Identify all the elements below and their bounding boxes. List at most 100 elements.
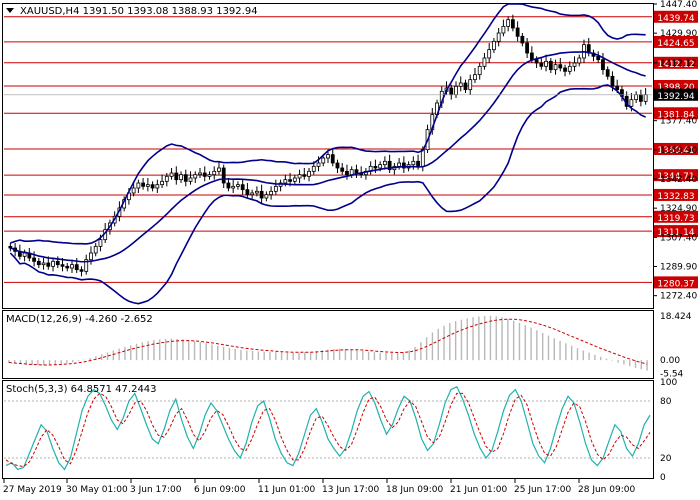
bollinger-upper-band	[10, 3, 646, 245]
candle-body	[264, 194, 269, 199]
candle-body	[548, 60, 553, 71]
candle-body	[534, 59, 539, 64]
axis-layer: 1439.74 1424.65 1412.12 1398.20 1381.84 1360.…	[3, 0, 698, 495]
candle-body	[397, 162, 402, 167]
candle-body	[188, 177, 193, 182]
y-tick-label: 1377.40	[660, 117, 697, 127]
candle-body	[529, 52, 534, 61]
candle-body	[610, 75, 615, 87]
stoch-tick-label: 80	[660, 397, 672, 407]
candle-body	[221, 167, 226, 184]
candle-body	[269, 190, 274, 196]
level-label: 1360.41	[657, 146, 694, 156]
candle-body	[84, 259, 89, 272]
candle-body	[458, 82, 463, 87]
candle-body	[160, 180, 164, 186]
candle-body	[349, 169, 354, 176]
candle-body	[169, 172, 174, 177]
y-tick-label: 1412.12	[660, 59, 697, 69]
candle-body	[283, 179, 288, 184]
y-tick-label: 1272.40	[660, 292, 697, 302]
candle-body	[401, 162, 406, 169]
candle-body	[411, 160, 416, 166]
stoch-tick-label: 0	[660, 473, 666, 483]
candle-body	[416, 160, 420, 167]
candle-body	[477, 65, 482, 76]
candle-body	[577, 57, 582, 64]
dropdown-triangle-icon[interactable]	[6, 8, 14, 13]
level-label-bg	[654, 142, 698, 155]
bollinger-lower-band	[9, 84, 646, 305]
x-tick-label: 28 Jun 09:00	[578, 485, 635, 495]
level-label: 1280.37	[657, 279, 694, 289]
bollinger-middle-band	[10, 51, 646, 263]
candle-body	[155, 184, 160, 189]
macd-signal-line	[8, 318, 648, 366]
candle-body	[420, 149, 425, 167]
y-tick-label: 1447.40	[660, 0, 697, 10]
level-label: 1412.12	[657, 60, 694, 70]
candle-body	[454, 85, 458, 96]
candle-body	[207, 174, 212, 177]
candle-body	[164, 175, 169, 182]
level-label: 1424.65	[657, 39, 694, 49]
candle-body	[563, 67, 567, 72]
candle-body	[55, 260, 60, 266]
candle-body	[373, 165, 378, 169]
candle-body	[98, 239, 103, 247]
candle-body	[506, 19, 511, 27]
candle-body	[340, 167, 345, 172]
stoch-main-line	[5, 385, 651, 471]
macd-tick-label: 0.00	[660, 356, 680, 366]
level-label-bg	[654, 210, 698, 223]
candle-body	[596, 55, 601, 61]
candle-body	[473, 74, 477, 81]
candle-body	[615, 85, 620, 91]
x-tick-label: 25 Jun 17:00	[514, 485, 571, 495]
stoch-tick-label: 100	[660, 378, 677, 388]
candle-body	[382, 160, 387, 166]
candle-body	[65, 265, 70, 269]
candle-body	[22, 252, 27, 257]
candle-body	[240, 184, 245, 191]
level-label-bg	[654, 276, 698, 289]
candle-body	[515, 27, 520, 37]
candle-body	[501, 25, 506, 34]
candle-body	[145, 184, 150, 187]
level-label-bg	[654, 225, 698, 238]
candle-body	[643, 94, 648, 102]
candle-body	[150, 184, 155, 189]
y-tick-label: 1359.90	[660, 146, 697, 156]
candle-body	[330, 154, 335, 164]
level-label: 1319.73	[657, 214, 694, 224]
level-label-bg	[654, 107, 698, 120]
current-price-label-bg	[654, 88, 698, 101]
stoch-layer	[4, 385, 652, 471]
x-tick-label: 30 May 01:00	[66, 485, 128, 495]
candle-body	[202, 172, 207, 177]
candle-body	[245, 189, 250, 196]
candle-body	[60, 264, 65, 267]
macd-tick-label: -5.54	[660, 369, 684, 379]
candle-body	[525, 42, 530, 54]
candle-body	[629, 99, 634, 107]
y-tick-label: 1429.90	[660, 29, 697, 39]
y-tick-label: 1342.40	[660, 175, 697, 185]
candle-body	[136, 182, 141, 189]
x-tick-label: 18 Jun 09:00	[386, 485, 443, 495]
candle-body	[131, 187, 136, 194]
candle-body	[605, 69, 610, 77]
candle-body	[634, 94, 639, 101]
candle-body	[492, 40, 496, 51]
candle-body	[311, 165, 316, 172]
candle-body	[487, 49, 492, 59]
candle-body	[539, 62, 544, 67]
candle-body	[32, 257, 36, 262]
level-label: 1398.20	[657, 83, 694, 93]
candle-body	[79, 269, 84, 272]
candle-body	[449, 87, 454, 96]
candle-body	[226, 182, 231, 189]
candle-body	[316, 162, 321, 167]
candle-body	[482, 57, 487, 67]
x-tick-label: 6 Jun 09:00	[194, 485, 246, 495]
